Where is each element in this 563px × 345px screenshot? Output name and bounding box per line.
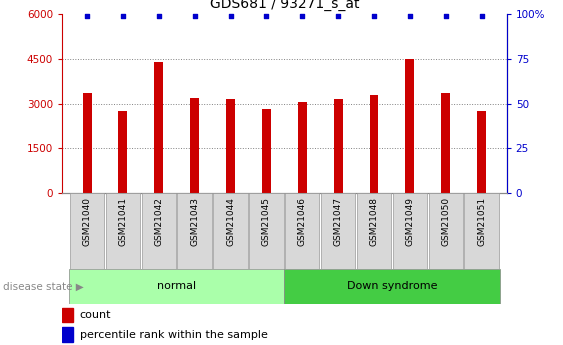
Bar xyxy=(226,99,235,193)
Bar xyxy=(369,95,378,193)
FancyBboxPatch shape xyxy=(177,193,212,269)
Point xyxy=(118,13,127,18)
FancyBboxPatch shape xyxy=(106,193,140,269)
Text: percentile rank within the sample: percentile rank within the sample xyxy=(80,330,267,339)
Point xyxy=(226,13,235,18)
Text: count: count xyxy=(80,310,111,320)
Text: GSM21048: GSM21048 xyxy=(369,197,378,246)
Text: disease state ▶: disease state ▶ xyxy=(3,282,83,291)
Bar xyxy=(83,93,92,193)
FancyBboxPatch shape xyxy=(141,193,176,269)
FancyBboxPatch shape xyxy=(70,193,104,269)
Bar xyxy=(405,59,414,193)
Text: GSM21046: GSM21046 xyxy=(298,197,307,246)
FancyBboxPatch shape xyxy=(249,193,284,269)
FancyBboxPatch shape xyxy=(357,193,391,269)
Text: GSM21049: GSM21049 xyxy=(405,197,414,246)
Text: GSM21045: GSM21045 xyxy=(262,197,271,246)
Point xyxy=(262,13,271,18)
Text: GSM21040: GSM21040 xyxy=(83,197,92,246)
Bar xyxy=(62,308,73,322)
Point xyxy=(190,13,199,18)
Bar xyxy=(118,111,127,193)
Bar xyxy=(262,109,271,193)
Text: Down syndrome: Down syndrome xyxy=(347,282,437,291)
Bar xyxy=(441,93,450,193)
Bar xyxy=(298,102,307,193)
Text: GSM21041: GSM21041 xyxy=(118,197,127,246)
Title: GDS681 / 93271_s_at: GDS681 / 93271_s_at xyxy=(209,0,359,11)
FancyBboxPatch shape xyxy=(285,193,319,269)
Bar xyxy=(477,111,486,193)
Point xyxy=(477,13,486,18)
Point xyxy=(405,13,414,18)
Text: GSM21051: GSM21051 xyxy=(477,197,486,246)
Bar xyxy=(190,98,199,193)
Point xyxy=(334,13,343,18)
Point xyxy=(154,13,163,18)
Point xyxy=(369,13,378,18)
FancyBboxPatch shape xyxy=(321,193,355,269)
Bar xyxy=(284,269,499,304)
Point xyxy=(441,13,450,18)
Text: GSM21047: GSM21047 xyxy=(334,197,343,246)
Bar xyxy=(334,99,343,193)
FancyBboxPatch shape xyxy=(464,193,499,269)
Bar xyxy=(154,62,163,193)
Text: GSM21042: GSM21042 xyxy=(154,197,163,246)
FancyBboxPatch shape xyxy=(213,193,248,269)
Bar xyxy=(69,269,284,304)
Text: GSM21050: GSM21050 xyxy=(441,197,450,246)
FancyBboxPatch shape xyxy=(428,193,463,269)
FancyBboxPatch shape xyxy=(392,193,427,269)
Text: GSM21044: GSM21044 xyxy=(226,197,235,246)
Text: normal: normal xyxy=(157,282,196,291)
Text: GSM21043: GSM21043 xyxy=(190,197,199,246)
Point xyxy=(298,13,307,18)
Bar xyxy=(62,327,73,342)
Point xyxy=(83,13,92,18)
